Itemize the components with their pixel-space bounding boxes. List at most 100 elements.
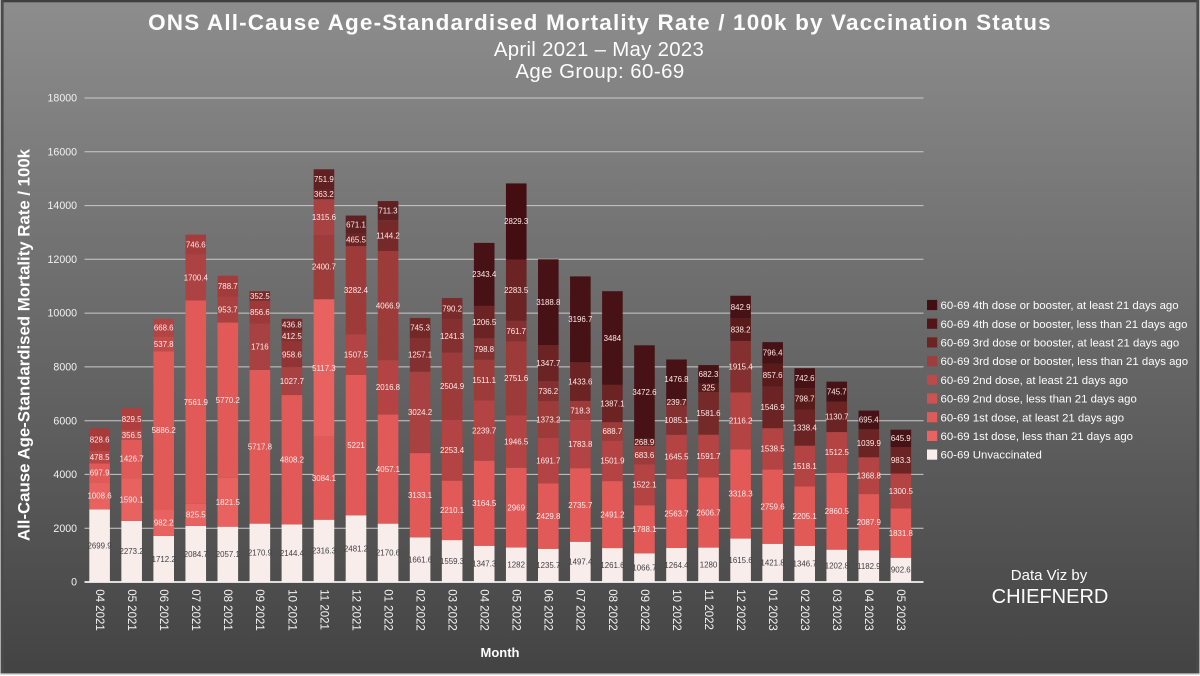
svg-text:2144.4: 2144.4	[280, 549, 305, 558]
svg-text:983.3: 983.3	[891, 456, 911, 465]
svg-text:1518.1: 1518.1	[793, 462, 817, 471]
svg-text:363.2: 363.2	[314, 190, 334, 199]
svg-text:1315.6: 1315.6	[312, 213, 337, 222]
svg-text:1387.1: 1387.1	[600, 399, 624, 408]
svg-text:10 2022: 10 2022	[670, 589, 682, 631]
svg-text:2481.2: 2481.2	[344, 544, 368, 553]
svg-text:2504.9: 2504.9	[440, 382, 465, 391]
svg-text:1264.4: 1264.4	[664, 561, 689, 570]
svg-text:1368.8: 1368.8	[857, 471, 882, 480]
svg-text:2563.7: 2563.7	[664, 509, 688, 518]
svg-text:60-69 2nd dose, less than 21 d: 60-69 2nd dose, less than 21 days ago	[941, 394, 1137, 406]
svg-text:718.3: 718.3	[570, 406, 590, 415]
svg-text:5117.3: 5117.3	[312, 364, 336, 373]
svg-text:2343.4: 2343.4	[472, 270, 497, 279]
svg-text:1712.2: 1712.2	[152, 555, 176, 564]
svg-text:ONS All-Cause Age-Standardised: ONS All-Cause Age-Standardised Mortality…	[148, 10, 1052, 35]
svg-text:02 2023: 02 2023	[798, 589, 810, 631]
svg-text:688.7: 688.7	[603, 427, 623, 436]
svg-text:1522.1: 1522.1	[632, 481, 656, 490]
svg-text:3318.3: 3318.3	[729, 490, 754, 499]
svg-text:2170.6: 2170.6	[376, 549, 401, 558]
svg-text:60-69 4th dose or booster, les: 60-69 4th dose or booster, less than 21 …	[941, 319, 1188, 331]
svg-text:3282.4: 3282.4	[344, 286, 369, 295]
svg-text:829.5: 829.5	[122, 415, 142, 424]
svg-text:1915.4: 1915.4	[729, 363, 754, 372]
svg-text:Age Group: 60-69: Age Group: 60-69	[515, 61, 684, 83]
svg-text:798.7: 798.7	[795, 395, 815, 404]
svg-text:751.9: 751.9	[314, 175, 334, 184]
svg-text:1347.7: 1347.7	[536, 359, 560, 368]
svg-text:1821.5: 1821.5	[216, 498, 241, 507]
svg-text:2084.7: 2084.7	[184, 550, 208, 559]
svg-text:742.6: 742.6	[795, 374, 815, 383]
svg-text:3133.1: 3133.1	[408, 491, 432, 500]
svg-text:953.7: 953.7	[218, 306, 238, 315]
svg-text:11 2021: 11 2021	[317, 589, 329, 630]
svg-text:02 2022: 02 2022	[414, 589, 426, 631]
svg-text:436.8: 436.8	[282, 321, 302, 330]
svg-text:12000: 12000	[48, 254, 78, 266]
svg-text:05 2022: 05 2022	[510, 589, 522, 631]
svg-text:2491.2: 2491.2	[600, 510, 624, 519]
svg-text:1476.8: 1476.8	[664, 375, 689, 384]
svg-text:1206.5: 1206.5	[472, 318, 497, 327]
svg-text:788.7: 788.7	[218, 282, 238, 291]
svg-text:12 2022: 12 2022	[734, 589, 746, 631]
svg-text:825.5: 825.5	[186, 511, 206, 520]
svg-text:2253.4: 2253.4	[440, 446, 465, 455]
svg-text:03 2022: 03 2022	[446, 589, 458, 631]
svg-text:1507.5: 1507.5	[344, 350, 369, 359]
svg-text:3196.7: 3196.7	[568, 315, 592, 324]
svg-text:1027.7: 1027.7	[280, 377, 304, 386]
svg-text:1144.2: 1144.2	[376, 231, 400, 240]
svg-text:05 2021: 05 2021	[125, 589, 137, 631]
svg-text:828.6: 828.6	[90, 435, 110, 444]
svg-text:982.2: 982.2	[154, 519, 174, 528]
svg-text:796.4: 796.4	[763, 349, 783, 358]
svg-text:5717.8: 5717.8	[248, 443, 273, 452]
svg-text:958.6: 958.6	[282, 350, 302, 359]
svg-text:60-69 1st dose, less than 21 d: 60-69 1st dose, less than 21 days ago	[941, 431, 1134, 443]
svg-text:1346.7: 1346.7	[793, 560, 817, 569]
svg-text:01 2022: 01 2022	[381, 589, 393, 631]
svg-text:1433.6: 1433.6	[568, 377, 593, 386]
svg-text:478.5: 478.5	[90, 453, 110, 462]
svg-text:1691.7: 1691.7	[536, 457, 560, 466]
svg-text:14000: 14000	[48, 200, 78, 212]
svg-text:05 2023: 05 2023	[894, 589, 906, 631]
svg-text:1066.7: 1066.7	[632, 564, 656, 573]
svg-text:1182.9: 1182.9	[857, 562, 881, 571]
svg-text:1338.4: 1338.4	[793, 424, 818, 433]
svg-text:5221: 5221	[347, 441, 365, 450]
svg-text:1783.8: 1783.8	[568, 440, 593, 449]
svg-text:745.7: 745.7	[827, 387, 847, 396]
svg-text:1716: 1716	[251, 343, 269, 352]
svg-text:537.8: 537.8	[154, 340, 174, 349]
svg-text:856.6: 856.6	[250, 308, 270, 317]
svg-text:04 2022: 04 2022	[478, 589, 490, 631]
svg-text:2969: 2969	[507, 503, 525, 512]
svg-text:1373.2: 1373.2	[536, 415, 560, 424]
svg-text:2000: 2000	[53, 523, 77, 535]
svg-text:239.7: 239.7	[667, 398, 687, 407]
svg-text:1235.7: 1235.7	[536, 561, 560, 570]
svg-text:2283.5: 2283.5	[504, 286, 529, 295]
svg-text:1282: 1282	[507, 561, 525, 570]
svg-text:1511.1: 1511.1	[472, 376, 496, 385]
svg-text:838.2: 838.2	[731, 326, 751, 335]
svg-text:3484: 3484	[604, 334, 622, 343]
svg-text:1039.9: 1039.9	[857, 439, 882, 448]
svg-text:5886.2: 5886.2	[152, 426, 176, 435]
svg-text:60-69 3rd dose or booster, at: 60-69 3rd dose or booster, at least 21 d…	[941, 338, 1180, 350]
svg-text:3024.2: 3024.2	[408, 408, 432, 417]
svg-text:3084.1: 3084.1	[312, 474, 336, 483]
svg-text:8000: 8000	[53, 362, 77, 374]
svg-text:1946.5: 1946.5	[504, 437, 529, 446]
svg-text:325: 325	[702, 384, 716, 393]
svg-text:60-69 4th dose or booster, at: 60-69 4th dose or booster, at least 21 d…	[941, 300, 1179, 312]
svg-text:1700.4: 1700.4	[184, 273, 209, 282]
svg-text:1300.5: 1300.5	[889, 487, 914, 496]
svg-text:1421.8: 1421.8	[761, 559, 786, 568]
svg-text:All-Cause Age-Standardised Mor: All-Cause Age-Standardised Mortality Rat…	[15, 148, 34, 541]
